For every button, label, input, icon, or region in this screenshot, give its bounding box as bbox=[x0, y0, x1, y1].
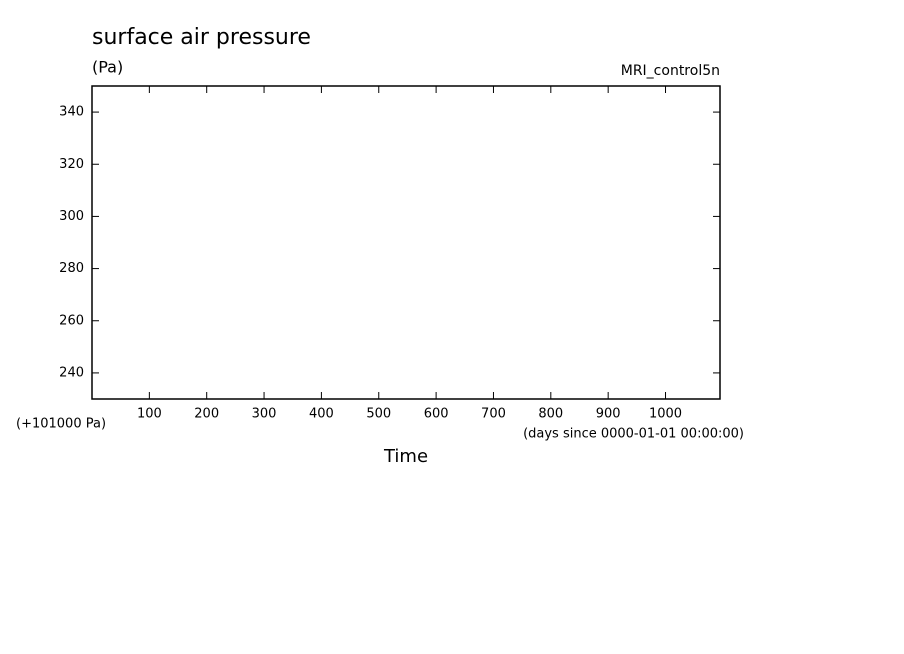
x-tick-label: 1000 bbox=[649, 407, 682, 422]
y-tick-label: 280 bbox=[59, 261, 84, 276]
y-tick-label: 340 bbox=[59, 105, 84, 120]
x-tick-label: 600 bbox=[424, 407, 449, 422]
x-units-label: (days since 0000-01-01 00:00:00) bbox=[523, 427, 744, 442]
y-offset-label: (+101000 Pa) bbox=[16, 417, 106, 432]
source-label: MRI_control5n bbox=[621, 63, 720, 79]
x-tick-label: 700 bbox=[481, 407, 506, 422]
x-tick-label: 100 bbox=[137, 407, 162, 422]
x-tick-label: 800 bbox=[538, 407, 563, 422]
x-tick-label: 900 bbox=[596, 407, 621, 422]
x-tick-label: 400 bbox=[309, 407, 334, 422]
plot-frame bbox=[91, 85, 721, 400]
y-tick-label: 320 bbox=[59, 157, 84, 172]
units-label: (Pa) bbox=[92, 58, 123, 77]
y-tick-label: 260 bbox=[59, 313, 84, 328]
x-tick-label: 300 bbox=[252, 407, 277, 422]
x-tick-label: 200 bbox=[194, 407, 219, 422]
y-tick-label: 300 bbox=[59, 209, 84, 224]
y-tick-label: 240 bbox=[59, 365, 84, 380]
x-tick-label: 500 bbox=[366, 407, 391, 422]
x-axis-label: Time bbox=[383, 446, 428, 467]
chart-title: surface air pressure bbox=[92, 25, 311, 50]
